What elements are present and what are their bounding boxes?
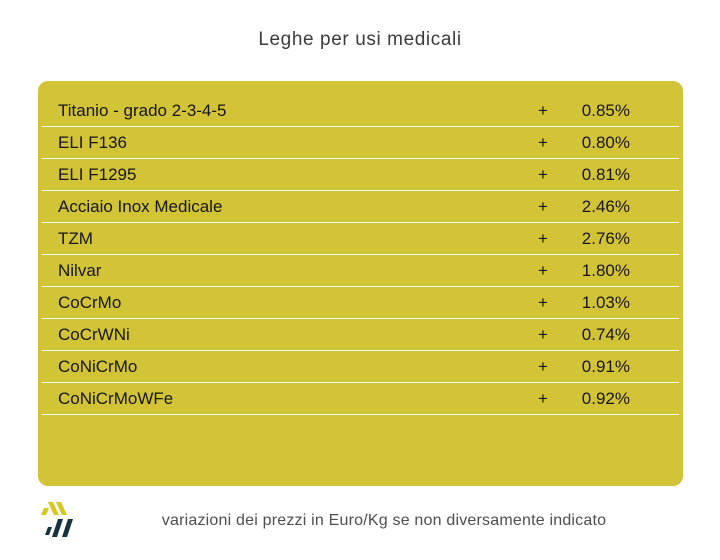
alloy-name: TZM: [58, 228, 93, 248]
alloy-name: CoCrMo: [58, 292, 122, 312]
variation-percent: 0.85%: [581, 100, 630, 120]
variation-sign: +: [538, 356, 548, 376]
alloy-name: CoNiCrMoWFe: [58, 388, 174, 408]
table-row: CoNiCrMo +0.91%: [42, 351, 679, 383]
price-table: Titanio - grado 2-3-4-5 +0.85% ELI F136 +0.…: [38, 81, 683, 486]
variation-sign: +: [538, 132, 548, 152]
alloy-name: Titanio - grado 2-3-4-5: [58, 100, 227, 120]
table-row: CoCrMo +1.03%: [42, 287, 679, 319]
variation-sign: +: [538, 324, 548, 344]
variation-sign: +: [538, 260, 548, 280]
variation-percent: 0.81%: [581, 164, 630, 184]
alloy-name: CoCrWNi: [58, 324, 130, 344]
variation-sign: +: [538, 388, 548, 408]
table-row: ELI F136 +0.80%: [42, 127, 679, 159]
footer-note: variazioni dei prezzi in Euro/Kg se non …: [161, 512, 607, 529]
variation-percent: 0.80%: [581, 132, 630, 152]
variation-percent: 0.91%: [581, 356, 630, 376]
table-row: Nilvar +1.80%: [42, 255, 679, 287]
alloy-name: Acciaio Inox Medicale: [58, 196, 223, 216]
alloy-name: Nilvar: [58, 260, 102, 280]
variation-sign: +: [538, 292, 548, 312]
alloy-name: ELI F136: [58, 132, 127, 152]
variation-sign: +: [538, 164, 548, 184]
variation-percent: 2.76%: [581, 228, 630, 248]
variation-percent: 1.03%: [581, 292, 630, 312]
variation-percent: 2.46%: [581, 196, 630, 216]
variation-sign: +: [538, 100, 548, 120]
footer: variazioni dei prezzi in Euro/Kg se non …: [0, 496, 720, 546]
table-row: CoNiCrMoWFe +0.92%: [42, 383, 679, 415]
page-title: Leghe per usi medicali: [258, 29, 462, 50]
table-row: Titanio - grado 2-3-4-5 +0.85%: [42, 95, 679, 127]
table-row: Acciaio Inox Medicale +2.46%: [42, 191, 679, 223]
variation-percent: 0.74%: [581, 324, 630, 344]
variation-percent: 1.80%: [581, 260, 630, 280]
table-row: CoCrWNi +0.74%: [42, 319, 679, 351]
variation-sign: +: [538, 196, 548, 216]
table-row: TZM +2.76%: [42, 223, 679, 255]
variation-sign: +: [538, 228, 548, 248]
variation-percent: 0.92%: [581, 388, 630, 408]
alloy-name: ELI F1295: [58, 164, 137, 184]
table-row: ELI F1295 +0.81%: [42, 159, 679, 191]
alloy-name: CoNiCrMo: [58, 356, 138, 376]
brand-slashes-logo-icon: [41, 502, 73, 537]
price-table-rows: Titanio - grado 2-3-4-5 +0.85% ELI F136 +0.…: [42, 95, 679, 415]
